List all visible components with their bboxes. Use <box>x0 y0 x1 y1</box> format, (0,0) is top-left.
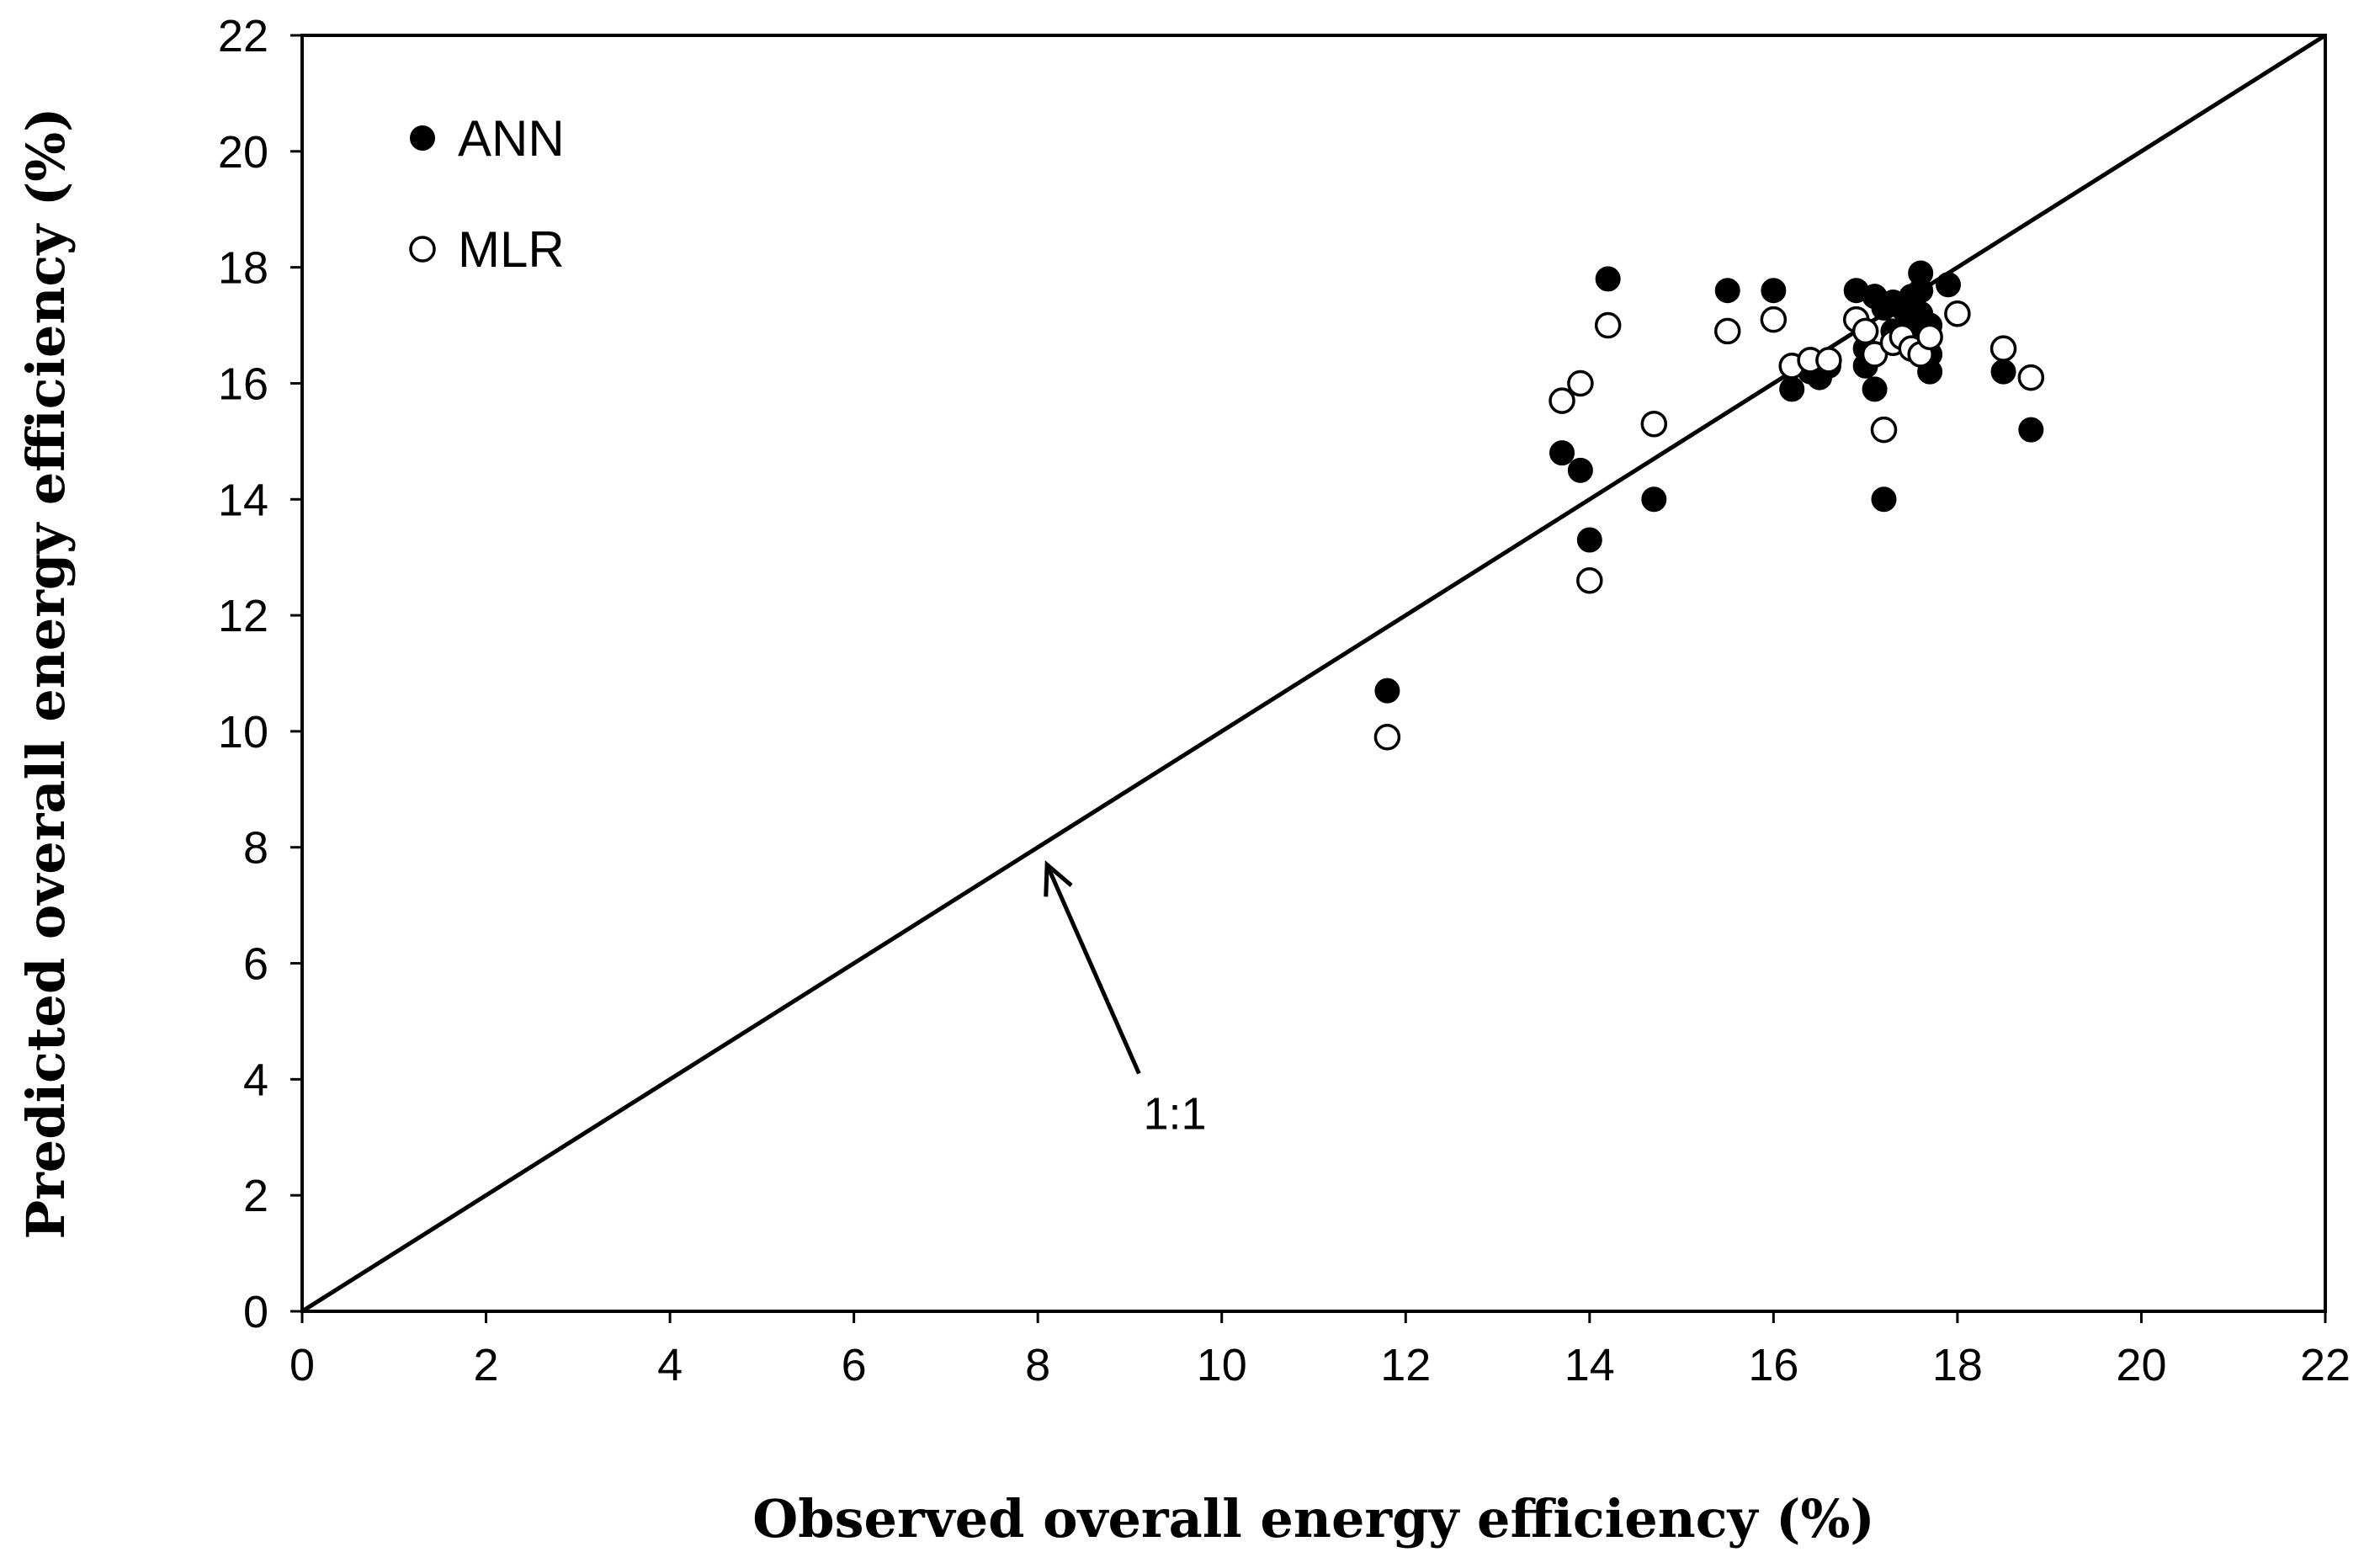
x-tick-label: 12 <box>1380 1340 1431 1390</box>
point-ann <box>1576 527 1602 553</box>
point-mlr <box>1851 317 1879 345</box>
point-ann <box>1908 278 1934 304</box>
y-axis: 0 2 4 6 8 10 12 14 16 18 20 22 <box>218 11 302 1337</box>
one-to-one-annotation: 1:1 <box>1044 860 1207 1140</box>
point-mlr <box>1870 416 1898 444</box>
y-tick-label: 12 <box>218 591 268 641</box>
point-ann <box>1567 457 1593 483</box>
point-ann <box>1779 376 1805 402</box>
series-mlr <box>1373 300 2045 751</box>
point-ann <box>1871 486 1897 513</box>
y-tick-label: 16 <box>218 359 268 409</box>
y-axis-title: Predicted overall energy efficiency (%) <box>15 107 77 1239</box>
x-tick-label: 0 <box>290 1340 315 1390</box>
y-tick-label: 22 <box>218 11 268 61</box>
point-mlr <box>1576 566 1603 594</box>
point-ann <box>2018 417 2044 443</box>
annotation-label: 1:1 <box>1143 1089 1206 1140</box>
x-tick-label: 20 <box>2116 1340 2166 1390</box>
series-ann <box>1374 260 2044 704</box>
annotation-arrow-head <box>1044 860 1073 897</box>
point-mlr <box>2017 364 2045 391</box>
y-tick-label: 18 <box>218 243 268 294</box>
point-mlr <box>1815 347 1842 374</box>
x-tick-label: 10 <box>1197 1340 1247 1390</box>
legend-marker-ann <box>410 125 435 151</box>
point-mlr <box>1640 410 1668 438</box>
point-mlr <box>1989 335 2017 362</box>
data-points <box>1373 260 2045 751</box>
one-to-one-line <box>300 33 2327 1314</box>
legend-label-ann: ANN <box>458 110 565 167</box>
point-mlr <box>1760 306 1788 333</box>
plot-frame <box>300 34 2327 1313</box>
y-tick-label: 0 <box>243 1287 268 1337</box>
x-tick-label: 16 <box>1748 1340 1798 1390</box>
legend-marker-mlr <box>409 236 436 263</box>
point-ann <box>1714 278 1740 304</box>
point-mlr <box>1861 341 1889 368</box>
point-ann <box>1641 486 1667 513</box>
point-mlr <box>1594 311 1622 339</box>
x-tick-label: 18 <box>1932 1340 1983 1390</box>
x-axis-title: Observed overall energy efficiency (%) <box>752 1488 1874 1549</box>
x-tick-label: 14 <box>1564 1340 1615 1390</box>
point-ann <box>1862 376 1888 402</box>
point-ann <box>1595 266 1621 292</box>
y-tick-label: 6 <box>243 939 268 990</box>
point-ann <box>1549 440 1575 466</box>
x-tick-label: 4 <box>657 1340 683 1390</box>
point-mlr <box>1549 387 1575 414</box>
point-ann <box>1374 678 1400 704</box>
point-mlr <box>1713 317 1741 345</box>
legend-label-mlr: MLR <box>458 221 565 278</box>
y-tick-label: 10 <box>218 707 268 757</box>
point-mlr <box>1567 369 1594 397</box>
point-mlr <box>1916 323 1943 351</box>
x-tick-label: 22 <box>2300 1340 2351 1390</box>
y-tick-label: 14 <box>218 475 268 525</box>
point-ann <box>1761 278 1787 304</box>
y-tick-label: 2 <box>243 1171 268 1221</box>
point-ann <box>1935 272 1961 298</box>
y-tick-label: 20 <box>218 127 268 178</box>
legend: ANN MLR <box>409 110 565 278</box>
y-tick-label: 8 <box>243 823 268 874</box>
point-ann <box>1990 359 2016 385</box>
annotation-arrow-shaft <box>1044 864 1141 1075</box>
point-mlr <box>1373 724 1401 751</box>
x-axis: 0 2 4 6 8 10 12 14 16 18 20 22 <box>290 1311 2351 1390</box>
x-tick-label: 2 <box>474 1340 499 1390</box>
point-mlr <box>1944 300 1971 327</box>
x-tick-label: 6 <box>842 1340 867 1390</box>
x-tick-label: 8 <box>1025 1340 1050 1390</box>
y-tick-label: 4 <box>243 1055 268 1105</box>
